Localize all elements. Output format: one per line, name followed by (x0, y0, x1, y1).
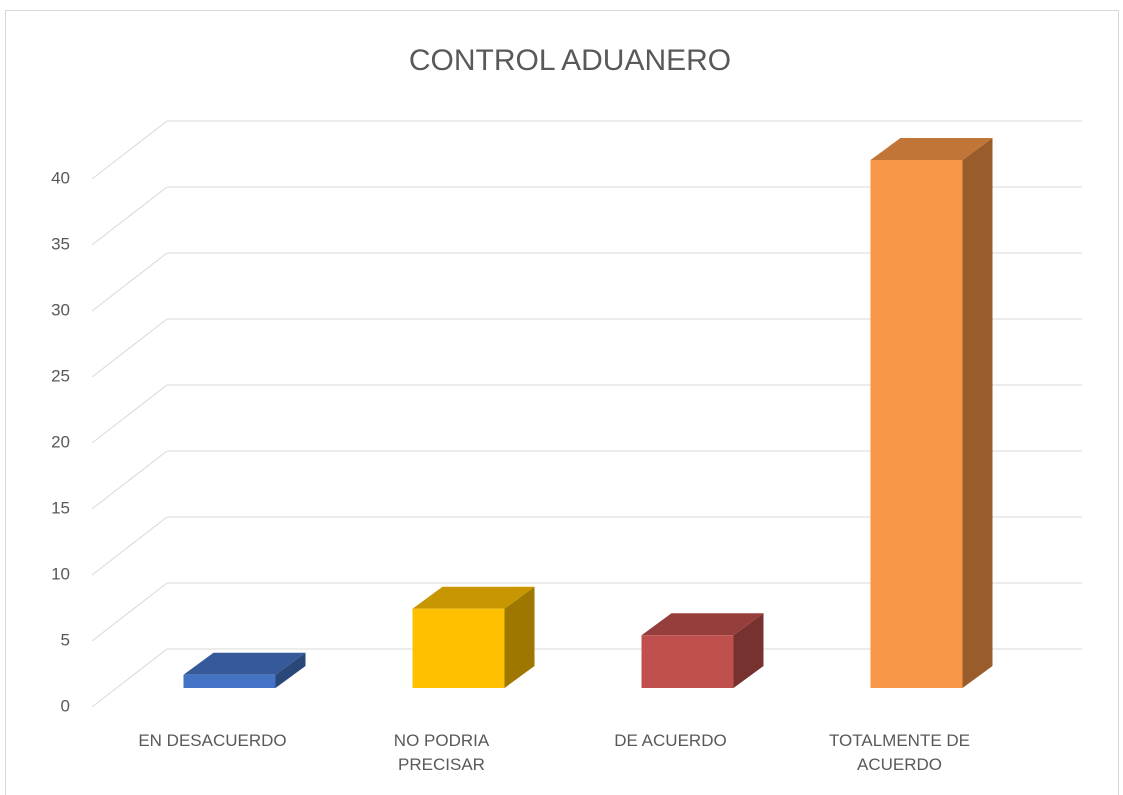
y-tick-label: 25 (51, 366, 70, 385)
grid-line (91, 648, 168, 708)
bar (183, 652, 306, 688)
bar-top (870, 138, 993, 160)
grid-line (91, 120, 168, 180)
bar (641, 613, 764, 688)
y-tick-label: 0 (61, 696, 70, 715)
y-tick-label: 40 (51, 168, 70, 187)
grid-line (91, 252, 168, 312)
bar-front (641, 635, 734, 688)
y-tick-label: 10 (51, 564, 70, 583)
bar-front (183, 674, 276, 688)
bar (870, 138, 993, 688)
bar-side (962, 138, 993, 688)
y-tick-label: 35 (51, 234, 70, 253)
bar-side (733, 613, 764, 688)
x-tick-label: EN DESACUERDO (138, 731, 287, 750)
grid-line (91, 516, 168, 576)
grid-line (91, 318, 168, 378)
bar-top (412, 586, 535, 609)
y-tick-label: 30 (51, 300, 70, 319)
bar (412, 586, 535, 688)
chart-title: CONTROL ADUANERO (409, 44, 731, 77)
grid-line (91, 384, 168, 444)
bar-side (275, 652, 306, 688)
y-tick-label: 15 (51, 498, 70, 517)
bar-front (412, 608, 505, 688)
grid-line (91, 450, 168, 510)
y-tick-label: 5 (61, 630, 70, 649)
x-tick-label: TOTALMENTE DE ACUERDO (828, 731, 971, 774)
x-tick-label: NO PODRIA PRECISAR (393, 731, 490, 774)
bar-top (183, 652, 306, 675)
y-tick-label: 20 (51, 432, 70, 451)
x-tick-label: DE ACUERDO (614, 731, 727, 750)
bar-front (870, 160, 963, 688)
bar-top (641, 613, 764, 636)
bar-side (504, 586, 535, 688)
grid-line (91, 582, 168, 642)
grid-line (91, 186, 168, 246)
chart-border (5, 10, 1119, 795)
